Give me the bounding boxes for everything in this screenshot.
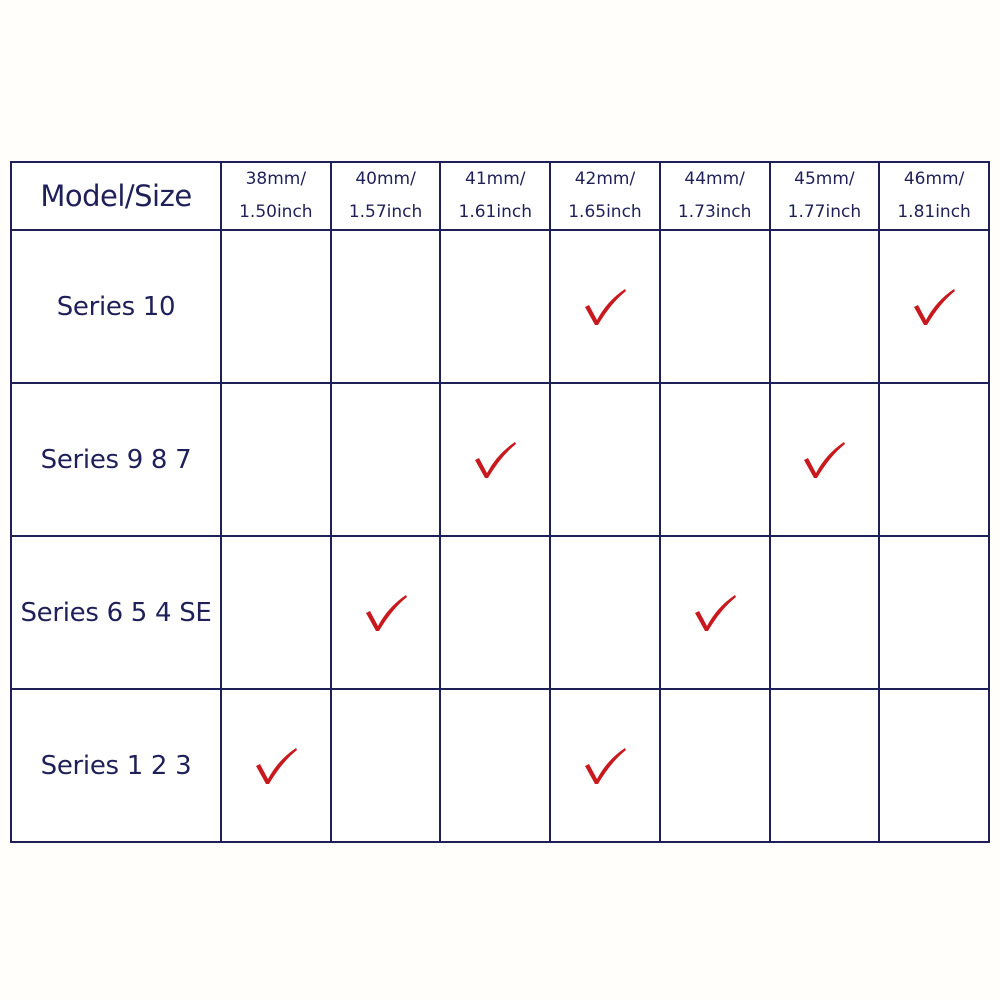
compat-cell: [220, 229, 332, 384]
compat-cell: [329, 229, 442, 384]
size-inch: 1.65inch: [568, 202, 642, 222]
size-header-46mm: 46mm/1.81inch: [878, 161, 990, 231]
compat-cell: [439, 535, 552, 690]
compat-cell: [220, 535, 332, 690]
compat-cell: [768, 535, 881, 690]
model-name: Series 1 2 3: [10, 688, 222, 843]
size-header-38mm: 38mm/1.50inch: [220, 161, 332, 231]
size-mm: 40mm/: [355, 169, 416, 189]
compat-cell: [658, 688, 771, 843]
check-mark-icon: [255, 747, 297, 784]
compat-cell: [220, 688, 332, 843]
table-row: Series 9 8 7: [10, 382, 990, 537]
compat-cell: [549, 535, 661, 690]
table-row: Series 1 2 3: [10, 688, 990, 843]
model-name: Series 10: [10, 229, 222, 384]
compat-cell: [439, 688, 552, 843]
model-name: Series 6 5 4 SE: [10, 535, 222, 690]
model-size-header: Model/Size: [10, 161, 222, 231]
size-header-45mm: 45mm/1.77inch: [768, 161, 881, 231]
compat-cell: [878, 229, 990, 384]
size-mm: 42mm/: [574, 169, 636, 189]
size-mm: 44mm/: [684, 169, 745, 189]
compat-cell: [768, 382, 881, 537]
size-mm: 45mm/: [794, 169, 855, 189]
size-header-42mm: 42mm/1.65inch: [549, 161, 661, 231]
table-row: Series 10: [10, 229, 990, 384]
compat-cell: [878, 535, 990, 690]
check-mark-icon: [694, 594, 736, 631]
size-compatibility-table: Model/Size 38mm/1.50inch 40mm/1.57inch 41m…: [10, 161, 990, 843]
size-header-41mm: 41mm/1.61inch: [439, 161, 552, 231]
compat-cell: [768, 688, 881, 843]
table-row: Series 6 5 4 SE: [10, 535, 990, 690]
size-inch: 1.77inch: [787, 202, 862, 222]
compat-cell: [220, 382, 332, 537]
size-mm: 41mm/: [465, 169, 526, 189]
check-mark-icon: [914, 288, 956, 325]
compat-cell: [768, 229, 881, 384]
compat-cell: [658, 535, 771, 690]
size-inch: 1.81inch: [897, 202, 971, 222]
model-name: Series 9 8 7: [10, 382, 222, 537]
compat-cell: [329, 688, 442, 843]
compat-cell: [439, 382, 552, 537]
size-inch: 1.61inch: [458, 202, 532, 222]
compat-cell: [658, 229, 771, 384]
size-mm: 38mm/: [245, 169, 307, 189]
size-header-44mm: 44mm/1.73inch: [658, 161, 771, 231]
compat-cell: [878, 382, 990, 537]
size-inch: 1.73inch: [677, 202, 752, 222]
compat-cell: [439, 229, 552, 384]
size-header-40mm: 40mm/1.57inch: [329, 161, 442, 231]
compat-cell: [329, 535, 442, 690]
check-mark-icon: [804, 441, 846, 478]
check-mark-icon: [584, 288, 626, 325]
header-row: Model/Size 38mm/1.50inch 40mm/1.57inch 41m…: [10, 161, 990, 231]
check-mark-icon: [365, 594, 407, 631]
size-inch: 1.50inch: [239, 202, 313, 222]
compat-cell: [658, 382, 771, 537]
compat-cell: [878, 688, 990, 843]
compat-cell: [549, 382, 661, 537]
check-mark-icon: [584, 747, 626, 784]
size-inch: 1.57inch: [348, 202, 423, 222]
compat-cell: [329, 382, 442, 537]
compat-cell: [549, 229, 661, 384]
compat-cell: [549, 688, 661, 843]
check-mark-icon: [475, 441, 517, 478]
size-mm: 46mm/: [903, 169, 965, 189]
